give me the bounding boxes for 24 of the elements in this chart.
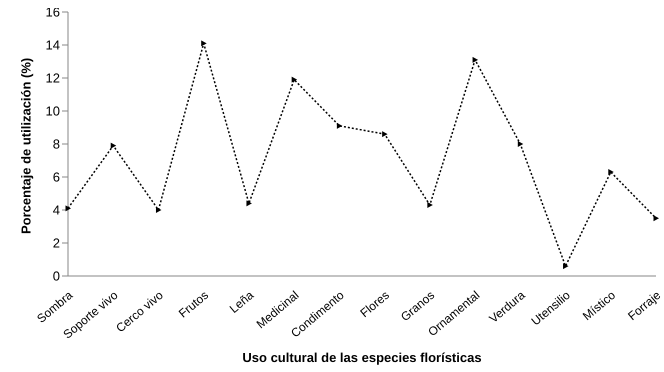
y-tick-label: 12 bbox=[46, 70, 60, 86]
point bbox=[382, 131, 388, 138]
point bbox=[66, 205, 71, 212]
y-tick-label: 8 bbox=[52, 136, 60, 152]
point bbox=[156, 207, 162, 213]
point bbox=[608, 169, 614, 176]
point bbox=[427, 202, 433, 208]
y-tick-label: 14 bbox=[46, 38, 60, 53]
x-axis-title: Uso cultural de las especies florísticas bbox=[242, 350, 482, 365]
y-tick-label: 4 bbox=[52, 202, 60, 218]
point bbox=[110, 142, 116, 149]
point bbox=[201, 40, 207, 46]
y-tick-label: 2 bbox=[52, 236, 60, 251]
y-tick-label: 10 bbox=[46, 104, 60, 119]
point bbox=[472, 56, 478, 63]
point bbox=[246, 200, 252, 206]
point bbox=[336, 122, 342, 129]
point bbox=[292, 76, 298, 83]
point bbox=[518, 141, 524, 147]
y-axis-title: Porcentaje de utilización (%) bbox=[18, 58, 34, 234]
point bbox=[563, 263, 569, 270]
y-tick-label: 6 bbox=[52, 170, 60, 185]
point bbox=[654, 215, 659, 222]
y-tick-label: 0 bbox=[52, 268, 60, 284]
